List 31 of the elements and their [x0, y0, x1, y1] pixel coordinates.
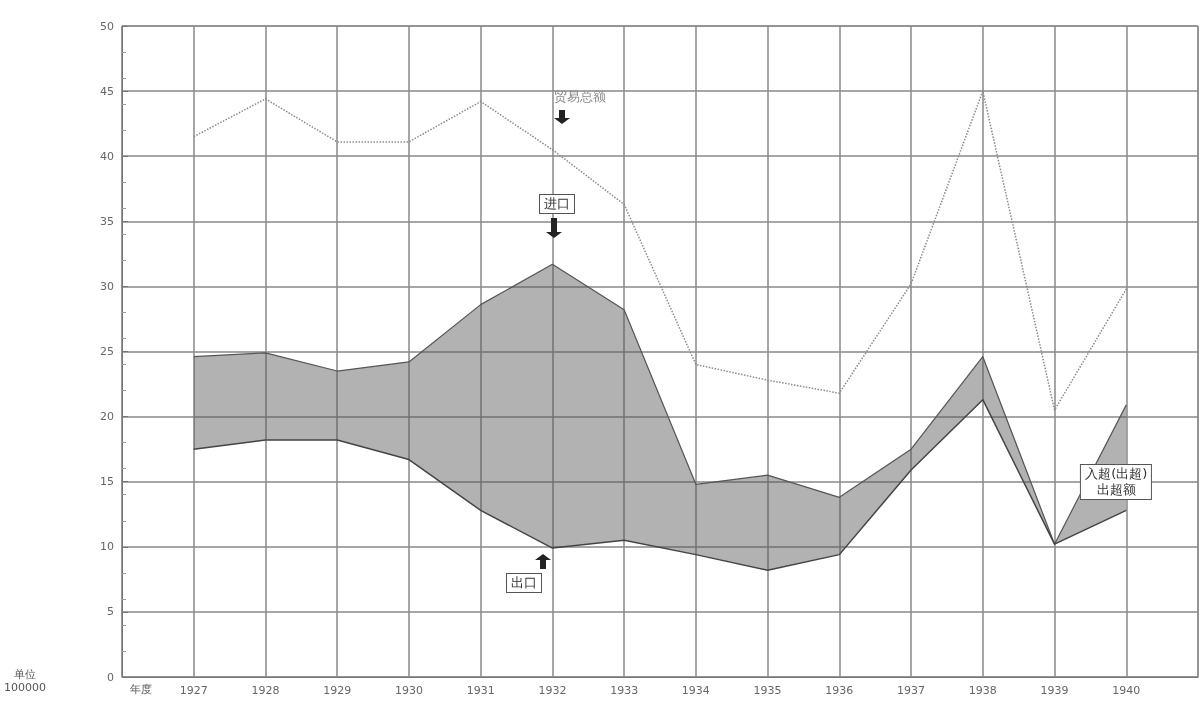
y-tick-label: 5 [107, 605, 114, 619]
x-tick-label: 1938 [968, 684, 997, 697]
text: 贸易总额 [553, 87, 608, 106]
x-tick-label: 1930 [394, 684, 423, 697]
x-tick-label: 1936 [825, 684, 854, 697]
y-tick-label: 50 [100, 19, 114, 33]
x-tick-label: 1928 [251, 684, 280, 697]
y-tick-label: 40 [100, 149, 114, 163]
x-tick-label: 1933 [610, 684, 639, 697]
y-tick-label: 25 [100, 345, 114, 358]
annotation: 入超(出超) 出超额 [1080, 463, 1153, 500]
x-tick-label: 1935 [753, 684, 782, 697]
x-tick-label: 1934 [681, 684, 710, 697]
text: 出口 [506, 573, 543, 594]
x-axis-title: 年度 [130, 682, 152, 697]
x-tick-label: 1932 [538, 684, 567, 697]
x-tick-label: 1940 [1112, 684, 1141, 697]
x-tick-label: 1939 [1040, 684, 1069, 697]
y-axis-title: 单位 100000 [4, 668, 46, 694]
x-tick-label: 1927 [179, 684, 208, 697]
y-tick-label: 20 [100, 410, 114, 424]
y-tick-label: 45 [100, 84, 114, 98]
y-tick-label: 10 [100, 540, 114, 554]
x-tick-label: 1937 [897, 684, 926, 697]
y-tick-label: 30 [100, 279, 114, 293]
y-tick-label: 0 [107, 670, 114, 684]
x-tick-label: 1931 [466, 684, 495, 697]
y-tick-label: 35 [100, 214, 114, 228]
y-tick-label: 15 [100, 475, 114, 489]
x-tick-label: 1929 [323, 684, 352, 697]
text: 进口 [539, 194, 576, 215]
